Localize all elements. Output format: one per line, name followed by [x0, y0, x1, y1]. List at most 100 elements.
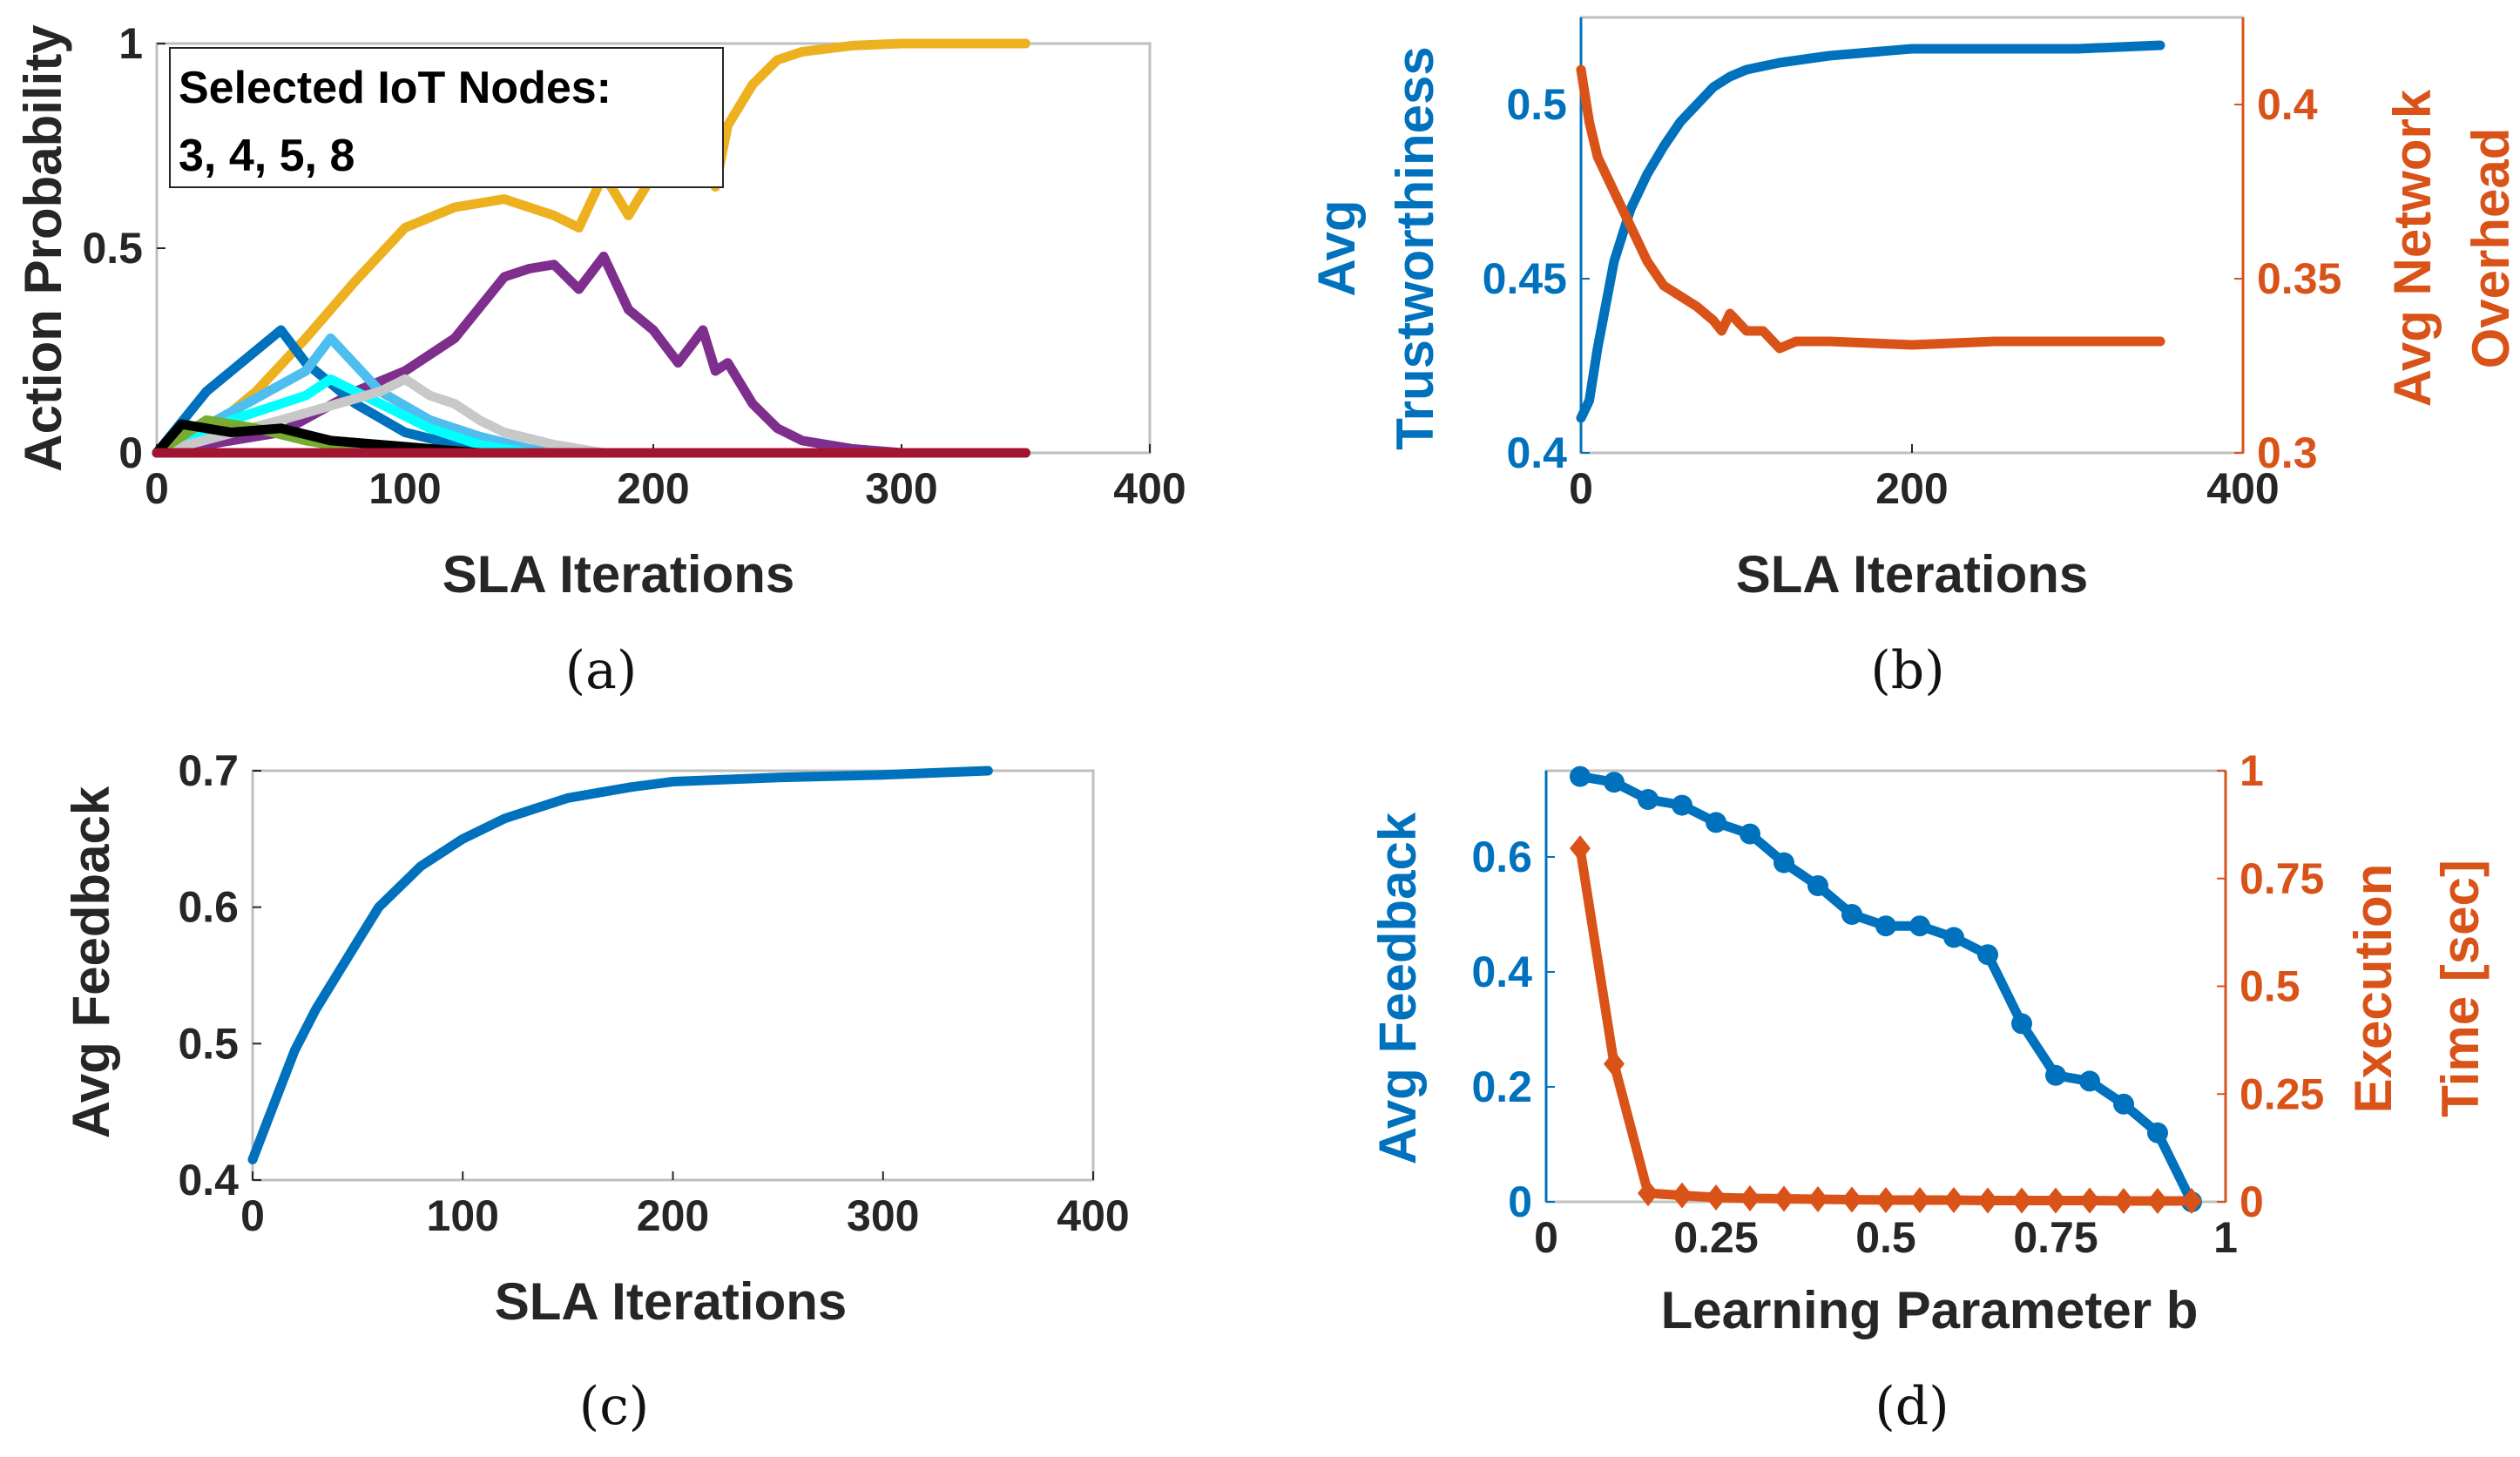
x-axis-label: SLA Iterations — [443, 545, 795, 604]
series-line-orange — [1576, 64, 2165, 354]
plot-area-frame — [1579, 16, 2245, 455]
x-tick-label: 0 — [1569, 464, 1593, 513]
x-axis-label: SLA Iterations — [495, 1272, 848, 1331]
series-point-diamond — [1807, 1186, 1828, 1213]
y-right-axis-label: Overhead — [2462, 128, 2520, 369]
series-point-diamond — [2147, 1188, 2168, 1215]
series-point-diamond — [1977, 1187, 1998, 1214]
series-point-circle — [1875, 915, 1896, 937]
x-tick-label: 100 — [427, 1191, 499, 1240]
y-tick-label: 0.4 — [1471, 948, 1532, 996]
x-tick-label: 300 — [847, 1191, 919, 1240]
series-line-blue — [1576, 40, 2165, 423]
y-tick-label: 0.4 — [178, 1156, 239, 1204]
series-point-circle — [1909, 915, 1930, 937]
y-tick-label: 0.6 — [1471, 833, 1532, 881]
series-line-blue — [1575, 772, 2197, 1207]
x-tick-label: 0 — [1534, 1213, 1558, 1262]
panel-d: 0 0.25 0.5 0.75 100.20.40.600.250.50.751Lear… — [1368, 746, 2490, 1437]
series-point-circle — [1740, 823, 1760, 845]
series-point-diamond — [1943, 1187, 1964, 1214]
panel-caption: (b) — [1870, 640, 1944, 701]
x-axis-label: Learning Parameter b — [1661, 1281, 2199, 1339]
series-point-circle — [1841, 904, 1862, 925]
series-point-circle — [2113, 1093, 2134, 1115]
y-right-tick-label: 0.5 — [2240, 962, 2300, 1011]
y-axis-label: Avg Feedback — [62, 786, 120, 1138]
x-tick-label: 200 — [1875, 464, 1948, 513]
panel-c: 0 100 200 300 400 0.4 0.5 0.6 0.7 SLA Iterations A… — [62, 746, 1130, 1437]
y-axis-label: Avg Feedback — [1368, 812, 1427, 1164]
y-right-tick-label: 0 — [2240, 1177, 2264, 1226]
y-axis-label: Avg — [1307, 199, 1366, 296]
series-point-diamond — [1638, 1180, 1659, 1207]
x-tick-label: 400 — [1057, 1191, 1129, 1240]
series-point-circle — [1604, 772, 1625, 793]
series-line-yellow — [152, 38, 1030, 458]
series-line-blue — [247, 766, 993, 1164]
x-tick-label: 200 — [617, 464, 689, 513]
series-line-gray — [152, 374, 609, 458]
panel-a: 0 100 200 300 400 0 0.5 1 Selected IoT Nodes: 3, … — [14, 19, 1186, 701]
series-point-diamond — [2079, 1187, 2100, 1214]
series-point-circle — [1977, 944, 1998, 966]
y-right-tick-label: 0.4 — [2257, 80, 2318, 129]
x-tick-label: 300 — [865, 464, 937, 513]
series-point-diamond — [1570, 835, 1591, 862]
y-tick-label: 0.5 — [1506, 80, 1567, 129]
y-axis-label: Trustworthiness — [1386, 46, 1444, 449]
series-line-orange — [1575, 843, 2197, 1206]
series-point-circle — [1638, 789, 1659, 810]
series-point-circle — [2079, 1070, 2100, 1092]
series-point-diamond — [2113, 1188, 2134, 1215]
y-right-axis-label: Execution — [2344, 864, 2402, 1114]
x-tick-label: 200 — [637, 1191, 709, 1240]
panel-caption: (a) — [565, 640, 638, 701]
y-right-tick-label: 0.3 — [2257, 428, 2318, 477]
y-tick-label: 0.5 — [82, 224, 143, 273]
y-tick-label: 0 — [1508, 1177, 1532, 1226]
y-right-axis-label: Time [sec] — [2431, 860, 2490, 1117]
series-point-diamond — [2045, 1187, 2066, 1214]
series-point-diamond — [1706, 1184, 1726, 1211]
series-point-diamond — [1909, 1187, 1930, 1214]
x-axis-label: SLA Iterations — [1736, 545, 2089, 604]
x-tick-label: 0.25 — [1673, 1213, 1758, 1262]
series-point-diamond — [1773, 1185, 1794, 1212]
series-point-diamond — [1672, 1182, 1692, 1209]
y-right-axis-label: Avg Network — [2383, 89, 2442, 407]
legend-text: Selected IoT Nodes: — [179, 63, 611, 113]
series-line-purple — [152, 251, 1030, 458]
series-point-circle — [1773, 852, 1794, 874]
y-tick-label: 1 — [118, 19, 143, 68]
x-tick-label: 100 — [368, 464, 441, 513]
y-tick-label: 0.4 — [1506, 428, 1567, 477]
x-tick-label: 400 — [2206, 464, 2279, 513]
y-axis-label: Action Probability — [14, 24, 72, 472]
y-tick-label: 0.2 — [1471, 1062, 1532, 1111]
panel-caption: (d) — [1875, 1376, 1949, 1437]
x-tick-label: 0.75 — [2013, 1213, 2098, 1262]
series-point-circle — [2045, 1064, 2066, 1086]
y-right-tick-label: 0.25 — [2240, 1069, 2324, 1118]
series-point-circle — [2147, 1122, 2168, 1143]
x-tick-label: 0 — [145, 464, 169, 513]
series-point-diamond — [1740, 1185, 1760, 1212]
series-point-circle — [1807, 875, 1828, 896]
plot-area-frame — [1544, 769, 2227, 1204]
series-point-circle — [1706, 812, 1726, 833]
panel-b: 0 200 400 0.4 0.45 0.5 0.3 0.35 0.4 SLA Iteration… — [1307, 16, 2520, 701]
y-right-tick-label: 0.75 — [2240, 854, 2324, 903]
series-point-diamond — [2011, 1187, 2032, 1214]
x-tick-label: 0 — [240, 1191, 265, 1240]
y-tick-label: 0.5 — [178, 1019, 239, 1068]
x-tick-label: 0.5 — [1855, 1213, 1916, 1262]
x-tick-label: 1 — [2213, 1213, 2238, 1262]
series-point-diamond — [1604, 1050, 1625, 1077]
plot-area-frame — [251, 769, 1095, 1182]
series-point-diamond — [1875, 1187, 1896, 1214]
panel-caption: (c) — [579, 1376, 649, 1437]
y-tick-label: 0.7 — [178, 746, 239, 795]
x-tick-label: 400 — [1113, 464, 1186, 513]
